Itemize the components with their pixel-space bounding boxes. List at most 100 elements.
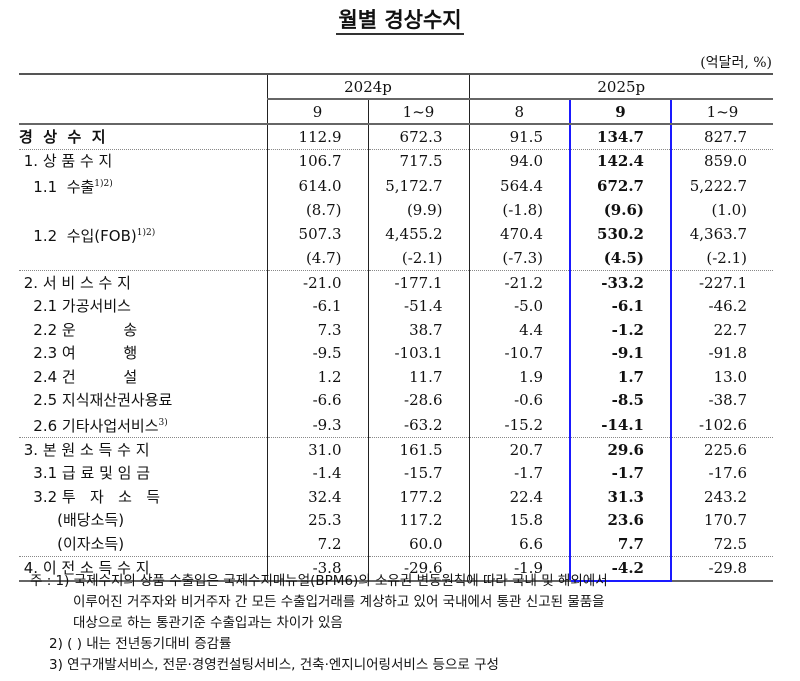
row-label-text: (이자소득) bbox=[19, 534, 125, 553]
row-label: 2.6 기타사업서비스3) bbox=[19, 412, 267, 438]
footnote-1-cont: 대상으로 하는 통관기준 수출입과는 차이가 있음 bbox=[73, 615, 343, 631]
row-label-text: 2. 서 비 스 수 지 bbox=[19, 273, 131, 292]
value-cell: 112.9 bbox=[266, 124, 368, 149]
value-cell: 859.0 bbox=[671, 148, 773, 173]
value-cell-highlighted: 7.7 bbox=[569, 532, 672, 556]
table-row: 3. 본 원 소 득 수 지 31.0 161.5 20.7 29.6 225.6 bbox=[19, 437, 773, 462]
value-cell-highlighted: -1.2 bbox=[569, 318, 672, 342]
value-cell: 60.0 bbox=[367, 532, 469, 556]
value-cell: 4,455.2 bbox=[367, 221, 469, 247]
value-cell: -1.7 bbox=[468, 461, 570, 485]
table-row: 1. 상 품 수 지 106.7 717.5 94.0 142.4 859.0 bbox=[19, 148, 773, 173]
value-cell: -91.8 bbox=[708, 344, 747, 363]
value-cell: -9.5 bbox=[266, 341, 368, 365]
value-cell: 243.2 bbox=[704, 487, 747, 506]
row-label: (배당소득) bbox=[19, 509, 267, 533]
value-cell-highlighted: 134.7 bbox=[569, 124, 672, 149]
value-cell: 564.4 bbox=[468, 173, 570, 198]
value-cell: 22.4 bbox=[468, 485, 570, 509]
row-label: 3.1 급 료 및 임 금 bbox=[19, 462, 267, 486]
value-cell: -63.2 bbox=[367, 412, 469, 438]
row-label-text: 경 상 수 지 bbox=[19, 127, 106, 146]
row-label: 2.2 운 송 bbox=[19, 318, 267, 342]
value-cell: 4,363.7 bbox=[689, 225, 747, 243]
value-cell: 72.5 bbox=[713, 534, 747, 553]
value-cell: 106.7 bbox=[266, 148, 368, 173]
row-label: 경 상 수 지 bbox=[19, 124, 267, 149]
row-label: 1.1 수출1)2) bbox=[19, 173, 267, 198]
value-cell: -29.8 bbox=[671, 555, 773, 582]
table-row: 3.2 투 자 소 득 32.4 177.2 22.4 31.3 243.2 bbox=[19, 485, 773, 509]
value-cell-highlighted: 1.7 bbox=[569, 365, 672, 389]
value-cell: 11.7 bbox=[367, 365, 469, 389]
footnote-2: 2) ( ) 내는 전년동기대비 증감률 bbox=[49, 636, 232, 652]
row-label-text: 2.3 여 행 bbox=[19, 344, 138, 363]
value-cell-highlighted: 672.7 bbox=[569, 173, 672, 198]
table-row: (8.7) (9.9) (-1.8) (9.6) (1.0) bbox=[19, 198, 773, 222]
row-label-text: 4. 이 전 소 득 수 지 bbox=[19, 559, 150, 578]
value-cell: 717.5 bbox=[367, 148, 469, 173]
value-cell: (4.7) bbox=[266, 246, 368, 271]
value-cell: -1.9 bbox=[468, 555, 570, 582]
row-label bbox=[19, 247, 267, 271]
row-label: 3. 본 원 소 득 수 지 bbox=[19, 437, 267, 462]
row-label: 2.3 여 행 bbox=[19, 342, 267, 366]
header-month-highlighted: 9 bbox=[569, 98, 672, 125]
unit-label: (억달러, %) bbox=[700, 55, 772, 71]
value-cell: 470.4 bbox=[468, 221, 570, 247]
value-cell: 31.0 bbox=[266, 437, 368, 462]
row-label-text: 1.2 수입(FOB) bbox=[19, 226, 137, 245]
value-cell: 7.3 bbox=[266, 318, 368, 342]
footnote-ref: 1)2) bbox=[136, 227, 156, 238]
page-title: 월별 경상수지 bbox=[0, 4, 800, 35]
row-label-text: 2.5 지식재산권사용료 bbox=[19, 391, 173, 410]
value-cell: -21.2 bbox=[468, 270, 570, 295]
value-cell: 6.6 bbox=[468, 532, 570, 556]
footnote-1: 주 : 1) 국제수지의 상품 수출입은 국제수지매뉴얼(BPM6)의 소유권 … bbox=[30, 573, 608, 589]
current-account-table: 2024p 2025p 9 1~9 8 9 1~9 경 상 수 지 112.9 67… bbox=[19, 73, 773, 582]
header-year-2025: 2025p bbox=[468, 74, 773, 100]
value-cell: -15.7 bbox=[367, 461, 469, 485]
value-cell: -38.7 bbox=[708, 391, 747, 410]
row-label-text: 2.1 가공서비스 bbox=[19, 297, 131, 316]
row-label-text: 3.2 투 자 소 득 bbox=[19, 487, 161, 506]
row-label: 4. 이 전 소 득 수 지 bbox=[19, 555, 267, 582]
value-cell-highlighted: -9.1 bbox=[569, 341, 672, 365]
value-cell: 117.2 bbox=[367, 508, 469, 532]
value-cell-highlighted: -14.1 bbox=[569, 412, 672, 438]
table-row: 2.4 건 설 1.2 11.7 1.9 1.7 13.0 bbox=[19, 365, 773, 389]
value-cell-highlighted: -8.5 bbox=[569, 388, 672, 412]
value-cell-highlighted: 142.4 bbox=[569, 148, 672, 173]
value-cell: 25.3 bbox=[266, 508, 368, 532]
table-row: 3.1 급 료 및 임 금 -1.4 -15.7 -1.7 -1.7 -17.6 bbox=[19, 461, 773, 486]
header-year-2024: 2024p bbox=[266, 74, 469, 100]
row-label: 2.1 가공서비스 bbox=[19, 295, 267, 319]
header-blank bbox=[19, 74, 267, 125]
value-cell: 614.0 bbox=[266, 173, 368, 198]
row-label-text: 2.6 기타사업서비스 bbox=[19, 417, 159, 435]
row-label: 1. 상 품 수 지 bbox=[19, 148, 267, 173]
header-month: 8 bbox=[468, 99, 570, 125]
table-row: 경 상 수 지 112.9 672.3 91.5 134.7 827.7 bbox=[19, 124, 773, 149]
value-cell: 22.7 bbox=[713, 320, 747, 339]
value-cell: 15.8 bbox=[468, 508, 570, 532]
value-cell: -177.1 bbox=[367, 270, 469, 295]
value-cell: 94.0 bbox=[468, 148, 570, 173]
footnote-1-cont: 이루어진 거주자와 비거주자 간 모든 수출입거래를 계상하고 있어 국내에서 … bbox=[73, 594, 605, 610]
value-cell: -5.0 bbox=[468, 294, 570, 318]
value-cell: (9.9) bbox=[367, 198, 469, 222]
row-label bbox=[19, 198, 267, 222]
value-cell: -17.6 bbox=[708, 464, 747, 483]
value-cell: (8.7) bbox=[266, 198, 368, 222]
row-label: (이자소득) bbox=[19, 532, 267, 556]
value-cell: -6.6 bbox=[266, 388, 368, 412]
value-cell-highlighted: -4.2 bbox=[569, 555, 672, 582]
value-cell: -1.4 bbox=[266, 461, 368, 485]
footnote-ref: 3) bbox=[158, 418, 168, 428]
header-month: 9 bbox=[266, 99, 368, 125]
value-cell: -10.7 bbox=[468, 341, 570, 365]
footnote-ref: 1)2) bbox=[94, 179, 113, 189]
row-label-text: 2.2 운 송 bbox=[19, 320, 138, 339]
value-cell: -28.6 bbox=[367, 388, 469, 412]
value-cell: (-2.1) bbox=[706, 249, 747, 268]
